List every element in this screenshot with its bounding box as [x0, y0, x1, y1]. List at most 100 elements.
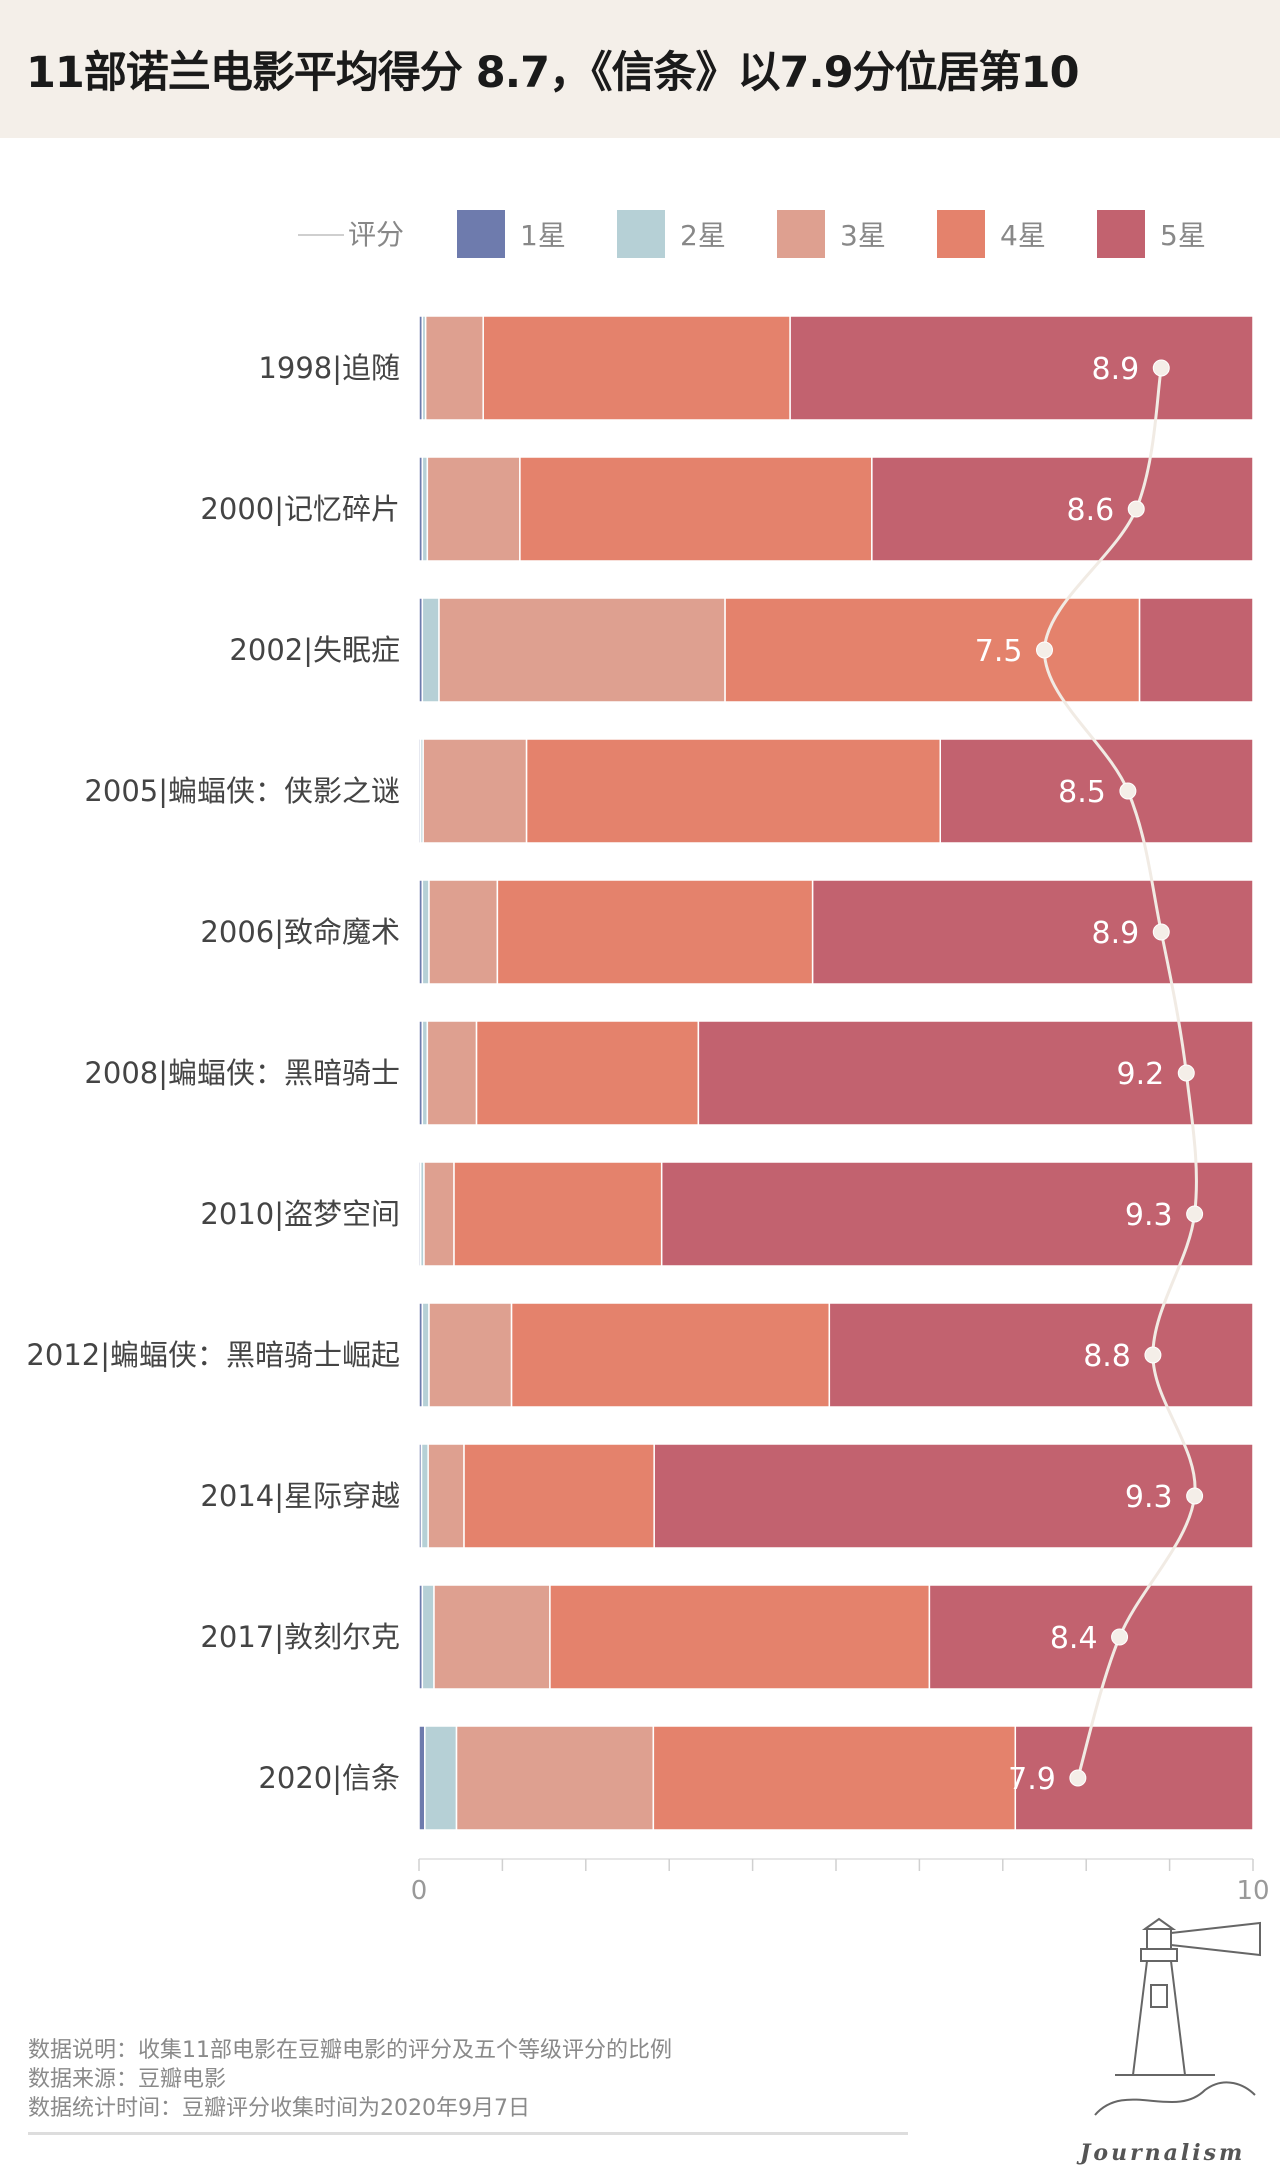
bar-segment-5star [1138, 597, 1254, 703]
x-tick-label: 0 [411, 1876, 428, 1906]
legend-label-3: 3星 [840, 219, 886, 252]
rating-value-label: 7.9 [1008, 1762, 1056, 1797]
rating-point [1069, 1769, 1087, 1787]
rating-point [1177, 1064, 1195, 1082]
rating-value-label: 9.3 [1125, 1198, 1173, 1233]
bar-segment-2star [424, 1725, 458, 1831]
bar-segment-5star [789, 315, 1254, 421]
x-tick-label: 10 [1236, 1876, 1269, 1906]
rating-value-label: 8.8 [1083, 1339, 1131, 1374]
bar-segment-3star [424, 315, 484, 421]
bar-segment-1star [418, 1725, 426, 1831]
category-labels: 1998|追随 2000|记忆碎片 2002|失眠症 2005|蝙蝠侠：侠影之谜 200… [26, 351, 400, 1795]
category-label: 2020|信条 [258, 1761, 400, 1795]
bar-segment-5star [828, 1302, 1254, 1408]
stacked-bar-chart: 评分 1星 2星 3星 4星 5星 1998|追随 2000|记忆碎片 2002|失眠症 200… [26, 210, 1270, 1906]
rating-line: 8.9 8.6 7.5 8.5 8.9 9.2 9.3 8.8 9.3 8.4 7.9 [975, 352, 1204, 1797]
bar-segment-4star [652, 1725, 1017, 1831]
bar-segment-3star [427, 1443, 465, 1549]
bar-segment-5star [939, 738, 1254, 844]
rating-value-label: 8.9 [1092, 352, 1140, 387]
rating-value-label: 9.3 [1125, 1480, 1173, 1515]
bar-segment-4star [475, 1020, 700, 1126]
bar-segment-5star [811, 879, 1254, 985]
bar-segment-5star [653, 1443, 1254, 1549]
bar-segment-3star [433, 1584, 551, 1690]
bar-segment-3star [426, 456, 521, 562]
legend-line-label: 评分 [348, 218, 404, 251]
rating-value-label: 8.5 [1058, 775, 1106, 810]
bar-segment-3star [428, 879, 499, 985]
legend-swatch-3 [777, 210, 825, 258]
legend-label-1: 1星 [520, 219, 566, 252]
bar-segment-5star [871, 456, 1254, 562]
category-label: 2000|记忆碎片 [200, 492, 400, 526]
category-label: 2012|蝙蝠侠：黑暗骑士崛起 [26, 1338, 400, 1372]
x-axis: 0 10 [411, 1858, 1270, 1906]
legend-swatch-2 [617, 210, 665, 258]
bar-segment-5star [660, 1161, 1254, 1267]
category-label: 2017|敦刻尔克 [200, 1620, 400, 1654]
rating-value-label: 9.2 [1117, 1057, 1165, 1092]
rating-point [1036, 641, 1053, 659]
header-band: 11部诺兰电影平均得分 8.7，《信条》以7.9分位居第10 [0, 0, 1280, 138]
rating-point [1144, 1346, 1162, 1364]
category-label: 2014|星际穿越 [200, 1479, 400, 1513]
bar-segment-2star [421, 1584, 435, 1690]
footer-notes: 数据说明：收集11部电影在豆瓣电影的评分及五个等级评分的比例 数据来源：豆瓣电影… [28, 2036, 672, 2123]
rating-point [1152, 359, 1170, 377]
rating-point [1186, 1487, 1204, 1505]
bar-segment-3star [455, 1725, 655, 1831]
bar-segment-3star [426, 1020, 478, 1126]
rating-point [1111, 1628, 1129, 1646]
rating-point [1152, 923, 1170, 941]
bar-segment-3star [422, 738, 528, 844]
footer-time: 数据统计时间：豆瓣评分收集时间为2020年9月7日 [28, 2096, 530, 2121]
rating-value-label: 8.9 [1092, 916, 1140, 951]
legend: 评分 1星 2星 3星 4星 5星 [298, 210, 1206, 258]
bar-segment-4star [482, 315, 791, 421]
bar-segment-3star [428, 1302, 513, 1408]
page-title: 11部诺兰电影平均得分 8.7，《信条》以7.9分位居第10 [26, 48, 1079, 98]
bar-segment-4star [519, 456, 873, 562]
rating-point [1119, 782, 1137, 800]
bar-segment-2star [421, 456, 429, 562]
bar-segment-4star [496, 879, 814, 985]
legend-swatch-5 [1097, 210, 1145, 258]
bar-segment-5star [928, 1584, 1254, 1690]
bar-segment-2star [421, 1302, 430, 1408]
bars [418, 315, 1254, 1831]
bar-segment-3star [423, 1161, 455, 1267]
rating-value-label: 8.6 [1067, 493, 1115, 528]
bar-segment-2star [421, 1020, 429, 1126]
legend-label-2: 2星 [680, 219, 726, 252]
category-label: 2008|蝙蝠侠：黑暗骑士 [84, 1056, 400, 1090]
category-label: 2010|盗梦空间 [200, 1197, 400, 1231]
logo-text: Journalism [1080, 2140, 1246, 2166]
bar-segment-5star [1014, 1725, 1254, 1831]
bar-segment-4star [549, 1584, 931, 1690]
bar-segment-3star [438, 597, 726, 703]
category-label: 1998|追随 [258, 351, 400, 385]
bar-segment-4star [463, 1443, 655, 1549]
lighthouse-logo-icon [1094, 1917, 1261, 2116]
bar-segment-5star [697, 1020, 1254, 1126]
bar-segment-4star [724, 597, 1141, 703]
bar-segment-2star [420, 1443, 429, 1549]
rating-point [1127, 500, 1145, 518]
footer-source: 数据来源：豆瓣电影 [28, 2067, 227, 2092]
rating-point [1186, 1205, 1204, 1223]
bar-segment-4star [525, 738, 941, 844]
legend-swatch-4 [937, 210, 985, 258]
rating-value-label: 7.5 [975, 634, 1023, 669]
legend-swatch-1 [457, 210, 505, 258]
bar-segment-2star [421, 879, 430, 985]
bar-segment-4star [510, 1302, 831, 1408]
category-label: 2005|蝙蝠侠：侠影之谜 [84, 774, 400, 808]
rating-value-label: 8.4 [1050, 1621, 1098, 1656]
bar-segment-4star [453, 1161, 663, 1267]
footer-note: 数据说明：收集11部电影在豆瓣电影的评分及五个等级评分的比例 [28, 2038, 672, 2063]
legend-label-4: 4星 [1000, 219, 1046, 252]
legend-label-5: 5星 [1160, 219, 1206, 252]
category-label: 2002|失眠症 [229, 633, 400, 667]
